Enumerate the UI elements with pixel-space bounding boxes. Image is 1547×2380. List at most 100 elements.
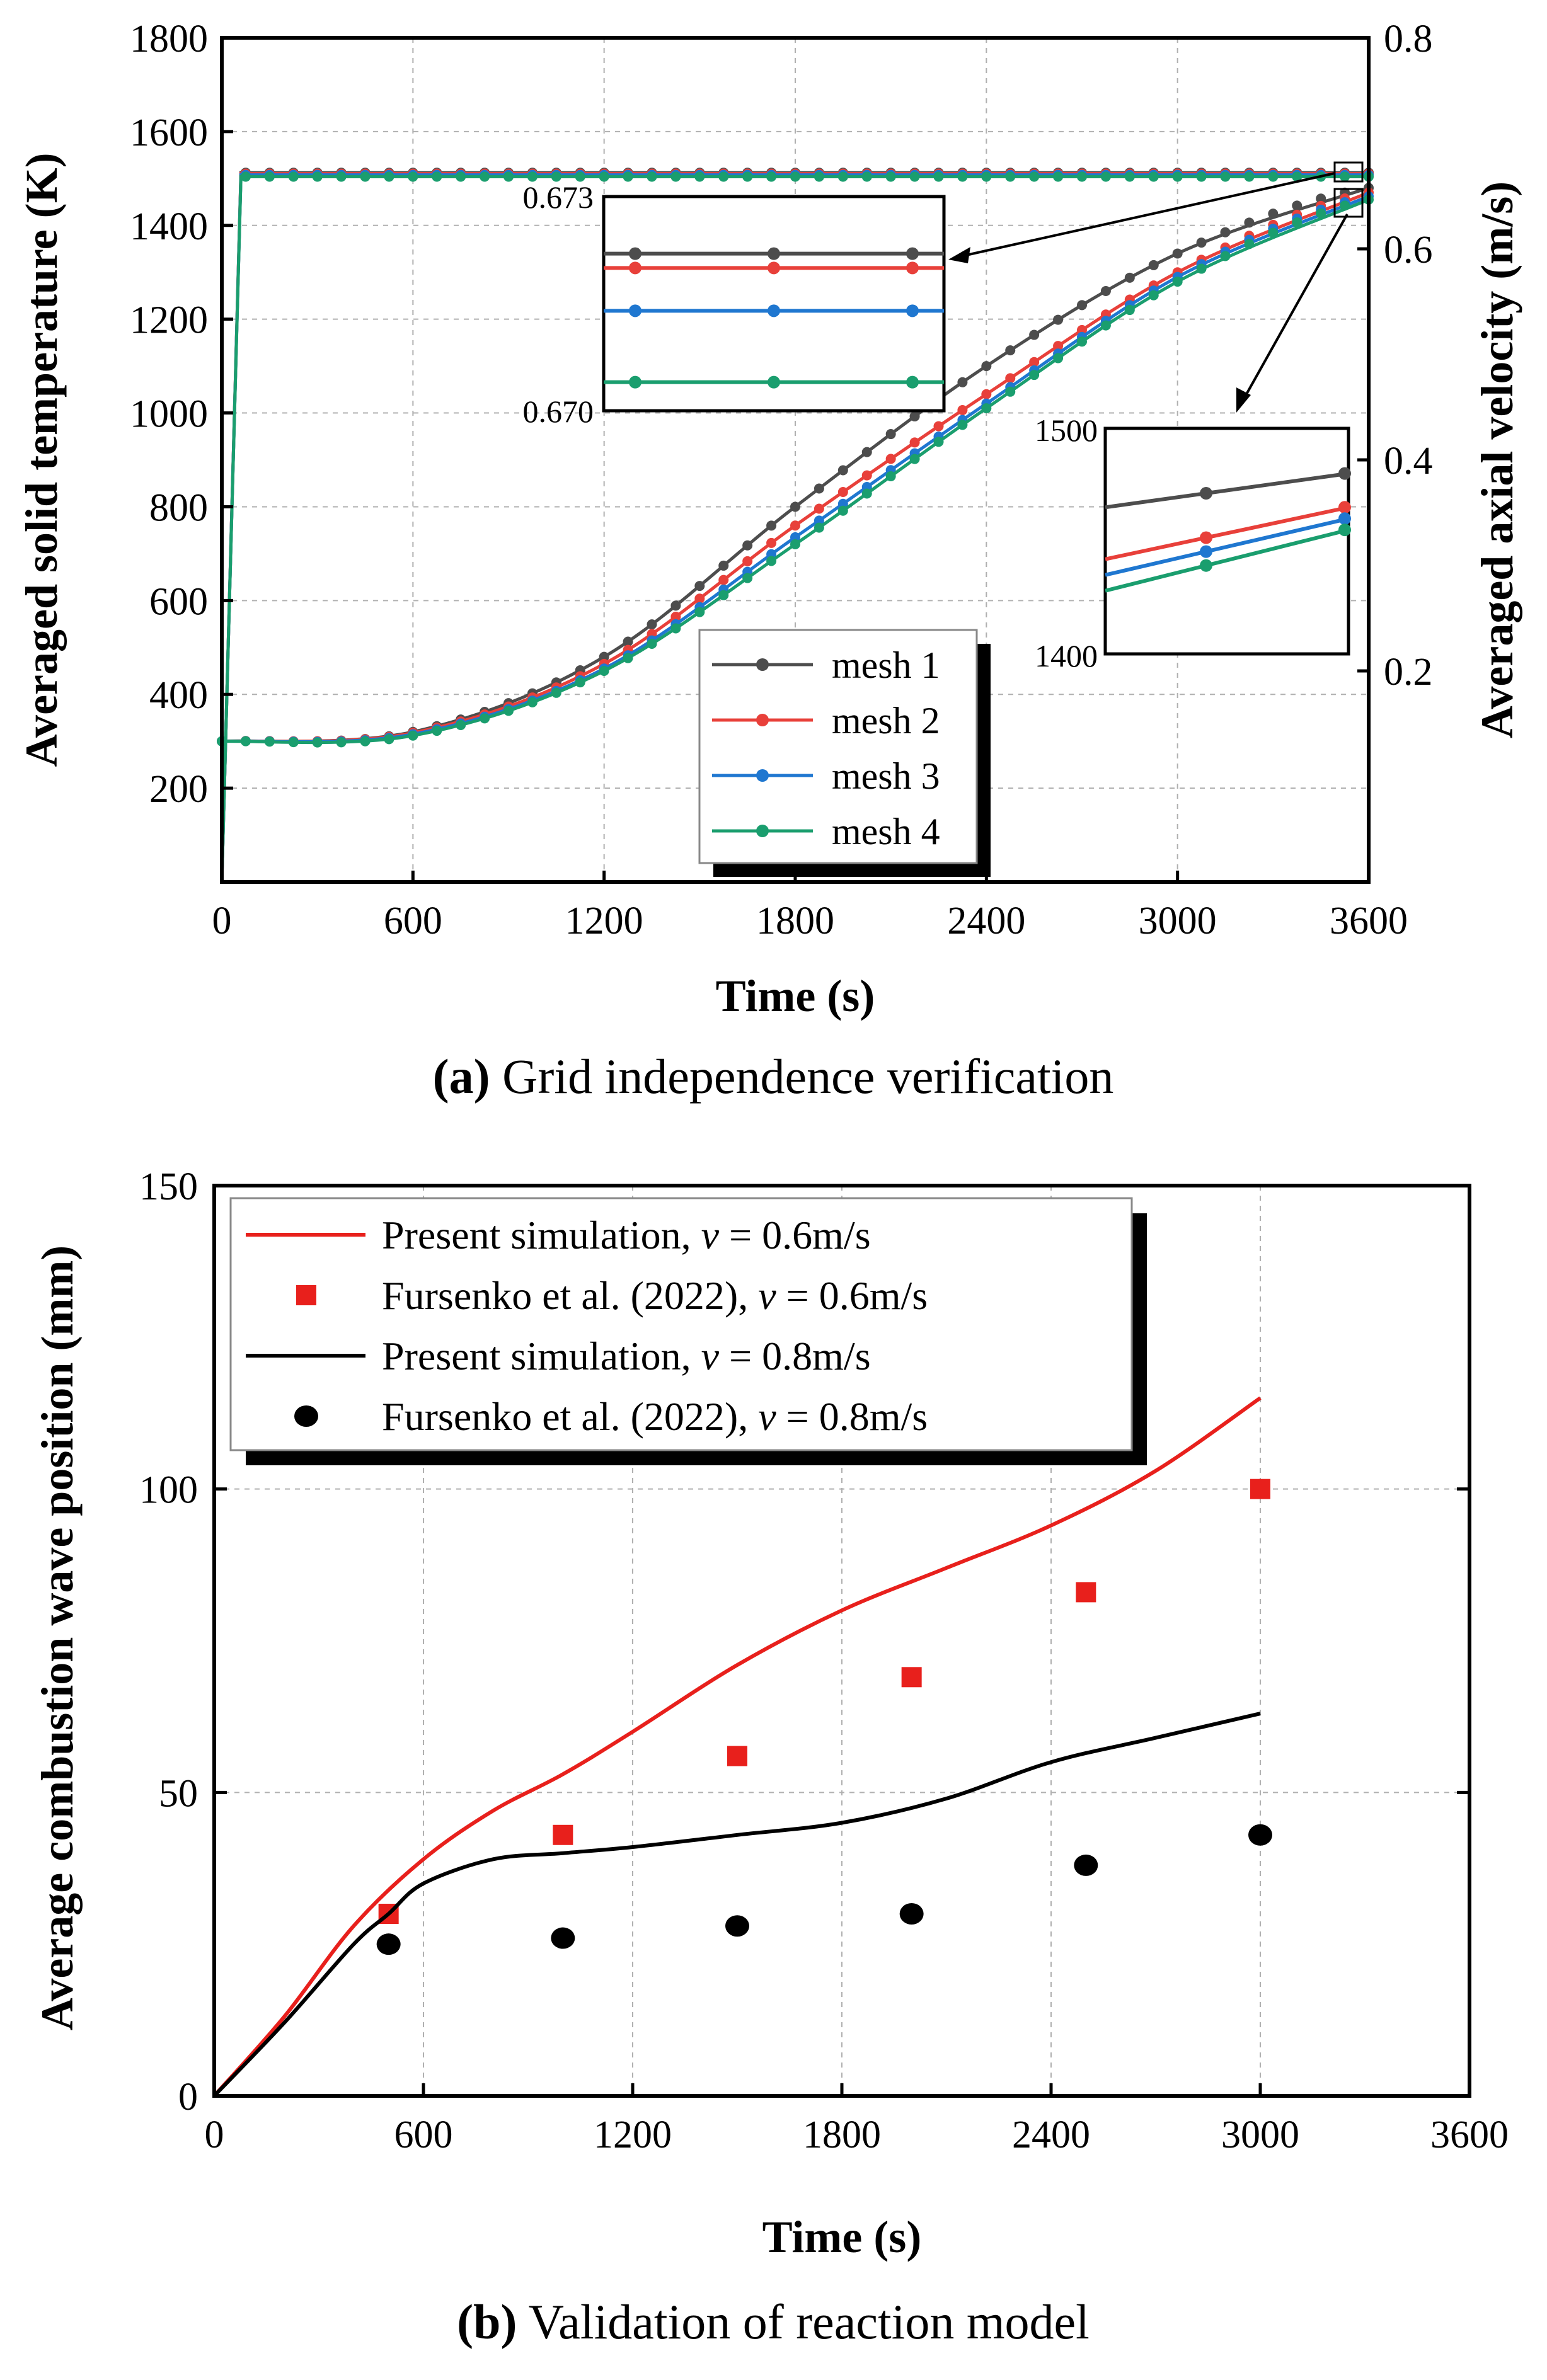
panel-a-series-velocity-marker — [957, 171, 968, 182]
panel-a-series-temperature-marker — [456, 719, 466, 730]
panel-a-series-velocity-marker — [336, 171, 347, 182]
panel-a-series-temperature-marker — [1005, 386, 1016, 397]
panel-b-series — [212, 1396, 1272, 2098]
panel-b-legend-label-suffix: = 0.6m/s — [719, 1213, 871, 1257]
panel-a-inset-velocity-marker — [768, 247, 780, 260]
panel-b-series-square-marker — [727, 1746, 747, 1766]
panel-b-legend-label: Present simulation, v = 0.8m/s — [382, 1334, 871, 1378]
panel-a-legend-marker — [756, 658, 769, 671]
panel-a-series-velocity-marker — [575, 171, 585, 182]
panel-a-series-temperature-marker — [1316, 208, 1326, 219]
panel-a-series-temperature-marker — [1292, 217, 1303, 228]
panel-b-ytick-label: 100 — [139, 1469, 198, 1512]
panel-a-inset-velocity-marker — [629, 375, 641, 389]
panel-a-series-temperature-marker — [1029, 357, 1040, 367]
panel-a-series-temperature-marker — [527, 697, 538, 707]
panel-a-series-temperature-marker — [957, 405, 968, 416]
panel-a-series-temperature-marker — [981, 361, 992, 372]
panel-a-series-temperature-marker — [1005, 373, 1016, 384]
panel-a-series-temperature-marker — [909, 411, 920, 421]
panel-a-series-velocity-marker — [790, 171, 800, 182]
panel-a-inset-velocity: 0.673 0.670 — [523, 161, 1364, 429]
panel-a-series-temperature-marker — [766, 537, 777, 548]
panel-a-series-temperature-marker — [790, 532, 800, 542]
panel-b-caption-text: Validation of reaction model — [517, 2294, 1090, 2349]
panel-a-series-temperature-marker — [599, 651, 609, 662]
panel-a-series-temperature-marker — [288, 737, 299, 748]
panel-a-series-temperature-marker — [312, 737, 323, 748]
panel-a-series-velocity-marker — [264, 171, 275, 182]
panel-a-inset-velocity-marker — [768, 375, 780, 389]
panel-a-series-velocity-marker — [384, 171, 394, 182]
panel-a-inset-temperature-line — [1105, 505, 1349, 561]
panel-a-series-velocity-marker — [480, 171, 490, 182]
panel-b-xtick-label: 3600 — [1430, 2114, 1509, 2156]
panel-a-series-velocity-marker — [527, 171, 538, 182]
panel-b-xtick-label: 600 — [394, 2114, 453, 2156]
panel-a-series-velocity-marker — [1148, 171, 1159, 182]
panel-b-legend-label-prefix: Fursenko et al. (2022), — [382, 1273, 758, 1318]
panel-b-legend-label: Present simulation, v = 0.6m/s — [382, 1213, 871, 1257]
panel-a-series-temperature-marker — [1053, 353, 1064, 363]
panel-a-series-temperature-marker — [1244, 239, 1255, 249]
panel-a-y2tick-label: 0.4 — [1384, 440, 1433, 483]
panel-a-inset-velocity-marker — [629, 304, 641, 318]
panel-a-xtick-label: 0 — [212, 900, 232, 942]
panel-a-caption-text: Grid independence verification — [490, 1049, 1114, 1104]
panel-a-series-velocity-marker — [1340, 171, 1350, 182]
panel-a-series-temperature-marker — [1220, 251, 1231, 261]
panel-a-ytick-label: 1000 — [130, 393, 208, 436]
panel-a-series-temperature-marker — [264, 736, 275, 747]
panel-a-series-temperature-marker — [790, 520, 800, 531]
panel-a-y2tick-label: 0.2 — [1384, 651, 1433, 694]
panel-a-series-velocity-marker — [766, 171, 777, 182]
panel-b-caption: (b) Validation of reaction model — [457, 2294, 1090, 2349]
panel-a-series-temperature-marker — [336, 737, 347, 748]
panel-a-series-temperature-marker — [670, 600, 681, 611]
panel-a-ylabel: Averaged solid temperature (K) — [16, 152, 67, 767]
panel-a-series-temperature-marker — [837, 498, 848, 509]
panel-a-series-velocity-marker — [456, 171, 466, 182]
panel-b-series-square-marker — [1076, 1582, 1096, 1603]
panel-a-series-temperature-marker — [694, 593, 705, 604]
panel-b-ytick-label: 50 — [159, 1772, 198, 1815]
panel-a-xtick-label: 1800 — [756, 900, 834, 942]
panel-b-caption-tag: (b) — [457, 2294, 517, 2349]
panel-a-ytick-label: 200 — [149, 768, 208, 811]
panel-a-series-velocity-marker — [1124, 171, 1135, 182]
panel-b-legend-label-var: v — [758, 1273, 776, 1318]
panel-a-ytick-label: 1600 — [130, 112, 208, 154]
panel-a-inset-temperature-line — [1105, 517, 1349, 577]
panel-a-series-velocity-marker — [981, 171, 992, 182]
panel-a-series-temperature-marker — [718, 590, 729, 600]
panel-a-series-temperature-marker — [503, 706, 514, 716]
panel-a-series-temperature-marker — [861, 488, 872, 499]
panel-a-series-velocity-marker — [861, 171, 872, 182]
panel-a-series-velocity-marker — [408, 171, 418, 182]
panel-a-series-velocity-marker — [551, 171, 561, 182]
panel-a-inset-temperature-bottom-label: 1400 — [1035, 638, 1098, 673]
panel-a-inset-temperature-line — [1105, 471, 1349, 510]
panel-a-inset-temperature-frame — [1103, 426, 1350, 656]
panel-a-inset-temperature-marker — [1338, 512, 1351, 525]
panel-a-inset-velocity-marker — [906, 247, 919, 260]
panel-b-xtick-label: 2400 — [1012, 2114, 1090, 2156]
panel-a-legend: mesh 1 mesh 2 mesh 3 mesh 4 — [698, 629, 991, 877]
panel-a-xtick-label: 3000 — [1139, 900, 1217, 942]
panel-a-series-velocity-marker — [599, 171, 609, 182]
panel-a-series-temperature-marker — [1292, 200, 1303, 211]
panel-b-legend-label-prefix: Present simulation, — [382, 1213, 701, 1257]
panel-a-inset-velocity-frame — [602, 195, 946, 413]
panel-b-xlabel: Time (s) — [762, 2212, 922, 2262]
panel-a-series-temperature-marker — [408, 730, 418, 741]
panel-a-series-temperature-marker — [1124, 272, 1135, 283]
panel-a-series-temperature-marker — [790, 539, 800, 549]
panel-a-series-temperature-marker — [551, 687, 561, 698]
panel-b-xtick-label: 3000 — [1221, 2114, 1299, 2156]
panel-a-series-temperature-marker — [623, 653, 633, 663]
panel-a-inset-temperature-marker — [1200, 559, 1212, 572]
panel-a-inset-temperature-top-label: 1500 — [1035, 413, 1098, 448]
panel-b-legend-label-var: v — [701, 1334, 720, 1378]
panel-b-ytick-label: 150 — [139, 1165, 198, 1208]
panel-a-series-temperature-marker — [694, 607, 705, 617]
